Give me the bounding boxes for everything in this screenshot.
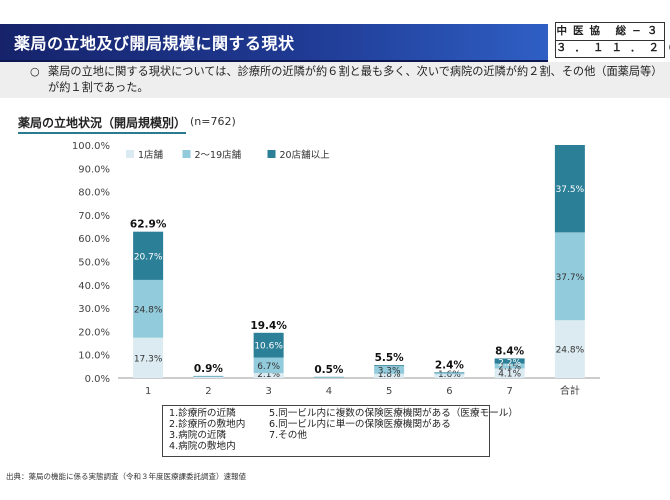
total-label: 2.4% [435, 359, 465, 371]
bar-segment [494, 363, 525, 369]
data-label: 37.5% [556, 185, 585, 195]
total-label: 19.4% [250, 320, 287, 332]
bar-segment [554, 232, 585, 321]
bar-segment [253, 373, 284, 378]
x-tick-label: 合計 [560, 384, 580, 395]
data-label: 2.1% [498, 363, 521, 373]
x-tick-label: 5 [386, 386, 392, 395]
total-label: 0.9% [194, 363, 224, 375]
bar-segment [494, 368, 525, 378]
data-label: 24.8% [134, 305, 163, 315]
y-tick-label: 40.0% [78, 281, 110, 292]
bar-segment [374, 373, 405, 378]
bar-segment [133, 231, 164, 280]
bar-segment [133, 337, 164, 378]
data-label: 1.8% [378, 370, 401, 380]
location-legend-item: 5.同一ビル内に複数の保険医療機関がある（医療モール） [269, 408, 518, 419]
summary-text: 薬局の立地に関する現状については、診療所の近隣が約６割と最も多く、次いで病院の近… [48, 65, 657, 94]
bar-segment [253, 357, 284, 374]
data-label: 10.6% [254, 342, 283, 352]
x-tick-label: 7 [506, 386, 512, 395]
legend-label: 20店舗以上 [280, 149, 331, 161]
location-legend-item: 6.同一ビル内に単一の保険医療機関がある [269, 419, 451, 430]
y-tick-label: 70.0% [78, 211, 110, 222]
total-label: 5.5% [375, 352, 405, 364]
x-tick-label: 2 [205, 386, 211, 395]
total-label: 8.4% [495, 345, 525, 357]
document-date: ３．１１．２６ [556, 42, 670, 54]
bar-segment [313, 376, 344, 378]
x-tick-label: 6 [446, 386, 452, 395]
total-label: 62.9% [130, 219, 167, 231]
legend-label: 1店舗 [138, 149, 164, 161]
data-label: 20.7% [134, 252, 163, 262]
bar-segment [494, 358, 525, 364]
data-label: 37.7% [556, 273, 585, 283]
bar-segment [193, 376, 224, 377]
y-tick-label: 30.0% [78, 304, 110, 315]
bar-segment [434, 374, 465, 378]
data-label: 24.8% [556, 346, 585, 356]
y-tick-label: 0.0% [85, 374, 110, 385]
source-note: 出典：薬局の機能に係る実態調査（令和３年度医療課委託調査）速報値 [6, 472, 246, 481]
total-label: 0.5% [314, 364, 344, 376]
bar-segment [313, 377, 344, 378]
bar-segment [434, 372, 465, 374]
summary-bullet: ○ [30, 65, 40, 78]
location-legend-item: 2.診療所の敷地内 [169, 419, 246, 430]
legend-swatch [182, 150, 191, 158]
bar-segment [253, 332, 284, 358]
chart-title: 薬局の立地状況（開局規模別） [18, 114, 187, 134]
data-label: 2.2% [498, 358, 521, 368]
location-legend-item: 3.病院の近隣 [169, 430, 227, 441]
data-label: 4.1% [498, 370, 521, 380]
y-tick-label: 60.0% [78, 234, 110, 245]
data-label: 3.3% [378, 366, 401, 376]
y-tick-label: 90.0% [78, 164, 110, 175]
stacked-bar-chart: 0.0% 10.0% 20.0% 30.0% 40.0% 50.0% 60.0% 70.0% 8… [72, 141, 600, 395]
sample-size-note: (n=762) [190, 115, 236, 128]
y-tick-label: 10.0% [78, 351, 110, 362]
bar-segment [554, 320, 585, 378]
bar-segment [193, 375, 224, 377]
location-legend-item: 1.診療所の近隣 [169, 408, 236, 419]
document-id-box: 中医協 総−３ ３．１１．２６ [555, 22, 670, 58]
legend-swatch [126, 150, 134, 158]
bar-segment [133, 279, 164, 338]
bar-segment [434, 373, 465, 375]
summary-box: ○ 薬局の立地に関する現状については、診療所の近隣が約６割と最も多く、次いで病院… [0, 62, 670, 98]
data-label: 6.7% [257, 362, 280, 372]
data-label: 17.3% [134, 354, 163, 364]
y-tick-label: 100.0% [72, 141, 110, 152]
header-bar: 薬局の立地及び開局規模に関する現状 [0, 24, 548, 63]
bar-segment [374, 366, 405, 374]
bar-segment [374, 365, 405, 367]
y-tick-label: 50.0% [78, 258, 110, 269]
page-title: 薬局の立地及び開局規模に関する現状 [14, 34, 295, 53]
location-legend-item: 7.その他 [269, 430, 307, 441]
location-legend-item: 4.病院の敷地内 [169, 441, 236, 452]
location-legend: 1.診療所の近隣 2.診療所の敷地内 3.病院の近隣 4.病院の敷地内 5.同一… [162, 405, 518, 457]
x-tick-label: 4 [326, 386, 332, 395]
data-label: 2.1% [257, 370, 280, 380]
x-tick-label: 1 [145, 386, 151, 395]
legend-label: 2～19店舗 [195, 149, 242, 161]
document-id: 中医協 総−３ [556, 23, 664, 41]
bar-segment [554, 145, 585, 233]
legend-swatch [267, 150, 276, 158]
x-tick-label: 3 [265, 386, 271, 395]
bar-segment [193, 376, 224, 378]
data-label: 1.6% [438, 370, 461, 380]
y-tick-label: 20.0% [78, 327, 110, 338]
y-tick-label: 80.0% [78, 188, 110, 199]
